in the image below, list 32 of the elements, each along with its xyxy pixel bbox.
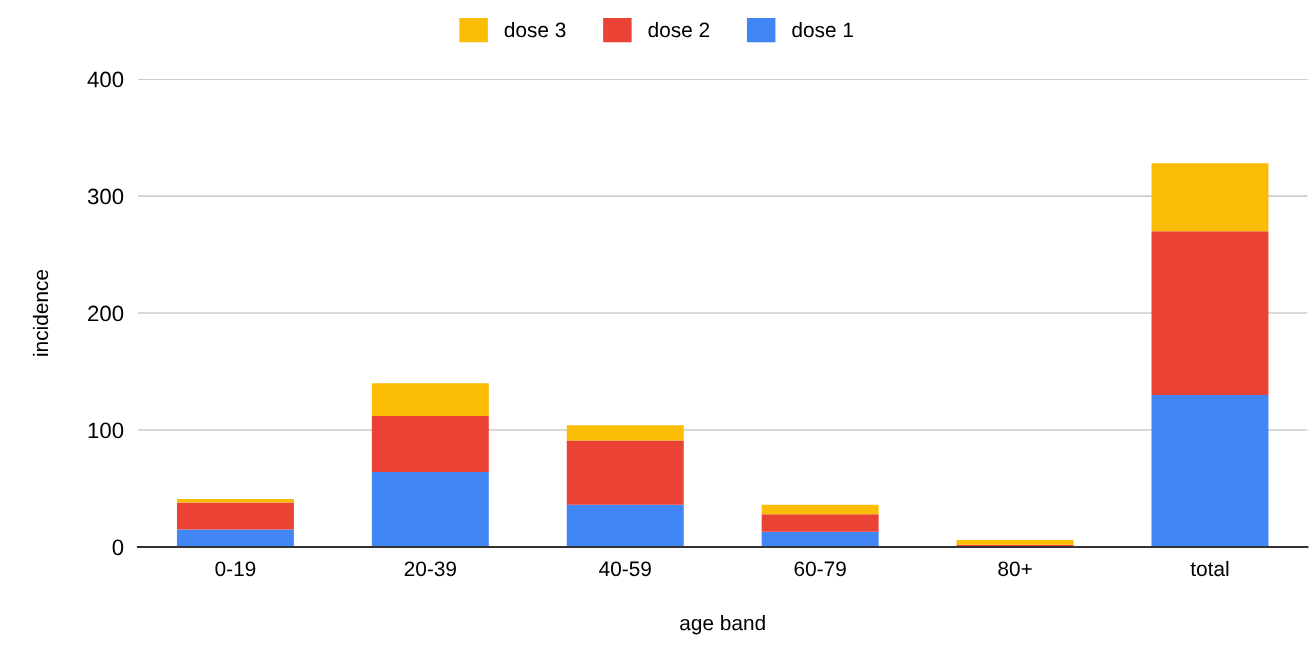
- bar: [176, 499, 294, 503]
- x-tick-label: 20-39: [404, 561, 456, 577]
- bar: [566, 425, 684, 441]
- bar: [566, 440, 684, 505]
- bar: [176, 502, 294, 530]
- x-tick-label: 60-79: [794, 561, 846, 577]
- bar: [1151, 163, 1269, 232]
- bar: [371, 415, 489, 473]
- bar: [956, 539, 1074, 545]
- x-tick-label: total: [1190, 560, 1229, 577]
- x-axis-title: age band: [680, 615, 765, 635]
- y-axis-title: incidence: [32, 269, 49, 356]
- x-tick-label: 0-19: [215, 561, 256, 577]
- legend-label: dose 2: [648, 21, 710, 38]
- x-tick-label: 80+: [998, 561, 1032, 577]
- y-tick-label: 0: [112, 539, 124, 556]
- x-tick-label: 40-59: [599, 561, 651, 577]
- y-tick-label: 200: [88, 305, 124, 322]
- bar: [1151, 394, 1269, 547]
- bar: [761, 504, 879, 515]
- bar: [761, 531, 879, 547]
- bar: [1151, 231, 1269, 395]
- y-tick-label: 400: [87, 71, 124, 88]
- y-tick-label: 300: [87, 188, 124, 205]
- bar: [371, 383, 489, 416]
- bar: [761, 514, 879, 532]
- legend-label: dose 3: [504, 21, 566, 38]
- bar: [371, 472, 489, 547]
- y-tick-label: 100: [88, 422, 124, 439]
- bar: [566, 504, 684, 547]
- bar: [176, 529, 294, 547]
- legend-label: dose 1: [792, 21, 853, 38]
